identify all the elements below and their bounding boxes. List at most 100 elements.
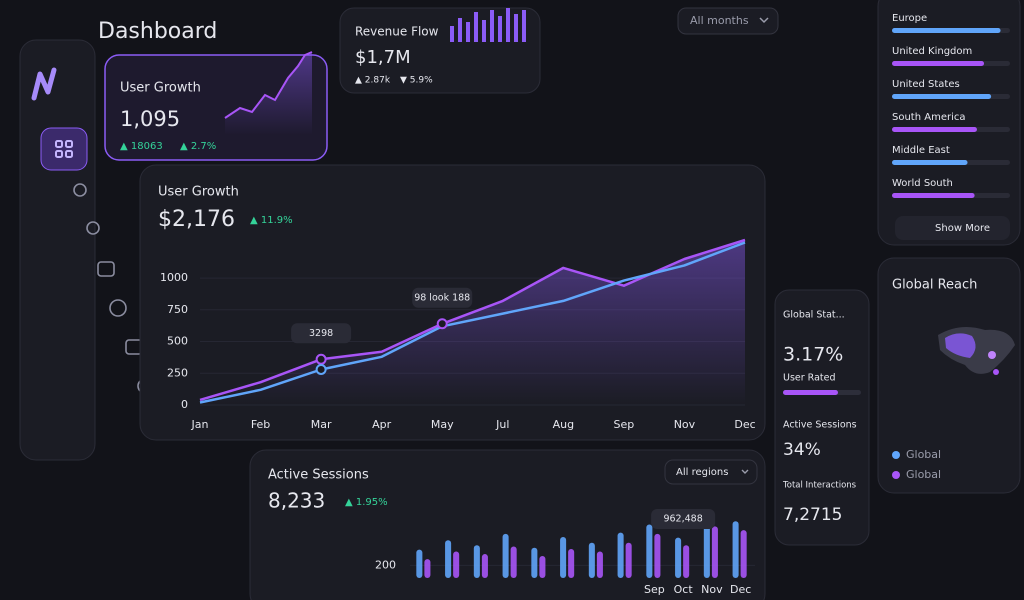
bar <box>711 526 718 578</box>
bar <box>625 542 632 578</box>
bar <box>617 532 624 578</box>
month-filter[interactable] <box>677 7 779 35</box>
nav-dashboard[interactable] <box>40 127 88 171</box>
point <box>315 353 327 365</box>
bar <box>481 554 488 578</box>
legend-label: Global <box>906 468 941 481</box>
bar <box>654 533 661 578</box>
x-tick-label: Aug <box>553 418 574 431</box>
y-tick-label: 0 <box>181 398 188 411</box>
legend-label: Global <box>906 448 941 461</box>
stat-label: User Rated <box>783 373 836 384</box>
region-label: South America <box>892 112 966 123</box>
sparkline-area <box>225 52 312 135</box>
bar <box>473 545 480 578</box>
chart-change: ▲ 1.95% <box>345 497 388 508</box>
x-tick-label: Jan <box>191 418 209 431</box>
stats-card <box>774 289 870 546</box>
bar <box>502 533 509 578</box>
chevron <box>759 17 769 24</box>
x-tick-label: Feb <box>251 418 270 431</box>
bar <box>646 524 653 578</box>
nav-dashboard-icon <box>55 140 73 158</box>
global-reach-panel <box>877 257 1021 494</box>
x-tick-label: Apr <box>372 418 392 431</box>
show-more-button[interactable] <box>895 216 1010 240</box>
month-filter-label: All months <box>690 14 749 27</box>
stat-value: 34% <box>783 440 821 460</box>
bar <box>703 516 710 578</box>
chart-change: ▲ 11.9% <box>250 215 293 226</box>
bar <box>683 545 690 578</box>
logo <box>31 67 57 101</box>
chevron <box>741 469 749 474</box>
sessions-plot: 200 Sep Oct Nov Dec 962,488 <box>375 509 755 596</box>
region-bar <box>892 127 977 132</box>
nav-calendar[interactable] <box>97 261 115 277</box>
nav-profile[interactable] <box>86 221 100 235</box>
callout-label: 3298 <box>309 328 333 339</box>
region-label: World South <box>892 178 953 189</box>
bar <box>531 547 538 578</box>
region-bar <box>892 160 968 165</box>
region-label: Middle East <box>892 145 950 156</box>
y-tick-label: 1000 <box>160 271 188 284</box>
sidebar <box>19 39 96 461</box>
bar <box>424 559 431 578</box>
map-dot <box>988 351 996 359</box>
map-dot <box>993 369 999 375</box>
callout-box <box>412 287 473 308</box>
x-tick-label: Nov <box>674 418 696 431</box>
bar <box>560 537 567 578</box>
main-plot: 0 250 500 750 1000 Jan Feb Mar Apr May Jul Aug Sep No… <box>160 238 756 431</box>
y-tick-label: 200 <box>375 558 396 571</box>
card-stat: ▲ 18063 <box>120 141 163 152</box>
bar <box>568 549 575 578</box>
x-tick-label: May <box>431 418 454 431</box>
x-tick-label: Dec <box>734 418 755 431</box>
card-stat: ▲ 2.87k <box>355 76 391 86</box>
bar <box>539 555 546 578</box>
y-tick-label: 250 <box>167 366 188 379</box>
region-filter[interactable] <box>664 459 758 485</box>
region-bar <box>892 193 975 198</box>
sparkline <box>224 51 313 119</box>
stats-title: Global Stat... <box>783 310 845 321</box>
card-value: 1,095 <box>120 107 180 131</box>
map-highlight <box>945 333 976 358</box>
bar <box>510 546 517 578</box>
bar <box>740 530 747 578</box>
callout-box <box>651 509 716 529</box>
card-title: User Growth <box>120 81 201 96</box>
chart-title: Active Sessions <box>268 468 369 483</box>
page-title: Dashboard <box>98 19 217 44</box>
card-value: $1,7M <box>355 47 411 68</box>
region-filter-label: All regions <box>676 467 728 478</box>
bar <box>732 521 739 578</box>
region-bar <box>892 61 985 66</box>
callout-label: 962,488 <box>663 514 702 525</box>
area <box>200 240 745 405</box>
progress-fill <box>783 390 838 395</box>
bar <box>416 549 423 578</box>
x-tick-label: Sep <box>644 583 665 596</box>
stat-label: Active Sessions <box>783 420 857 431</box>
stat-value: 7,2715 <box>783 505 842 525</box>
card-title: Revenue Flow <box>355 25 439 39</box>
nav-users[interactable] <box>73 183 87 197</box>
point <box>436 318 448 330</box>
x-tick-label: Oct <box>674 583 694 596</box>
stat-label: Total Interactions <box>782 481 857 491</box>
callout-label: 98 look 188 <box>414 292 470 303</box>
show-more-label: Show More <box>935 223 990 234</box>
mini-bars <box>450 8 526 42</box>
card-stat: ▲ 2.7% <box>180 141 216 152</box>
card-stat: ▼ 5.9% <box>400 76 433 86</box>
regions-list: Europe United Kingdom United States South A… <box>892 13 1010 198</box>
stat-value: 3.17% <box>783 344 843 366</box>
nav-globe[interactable] <box>109 299 127 317</box>
x-tick-label: Jul <box>495 418 509 431</box>
chart-title: User Growth <box>158 185 239 200</box>
